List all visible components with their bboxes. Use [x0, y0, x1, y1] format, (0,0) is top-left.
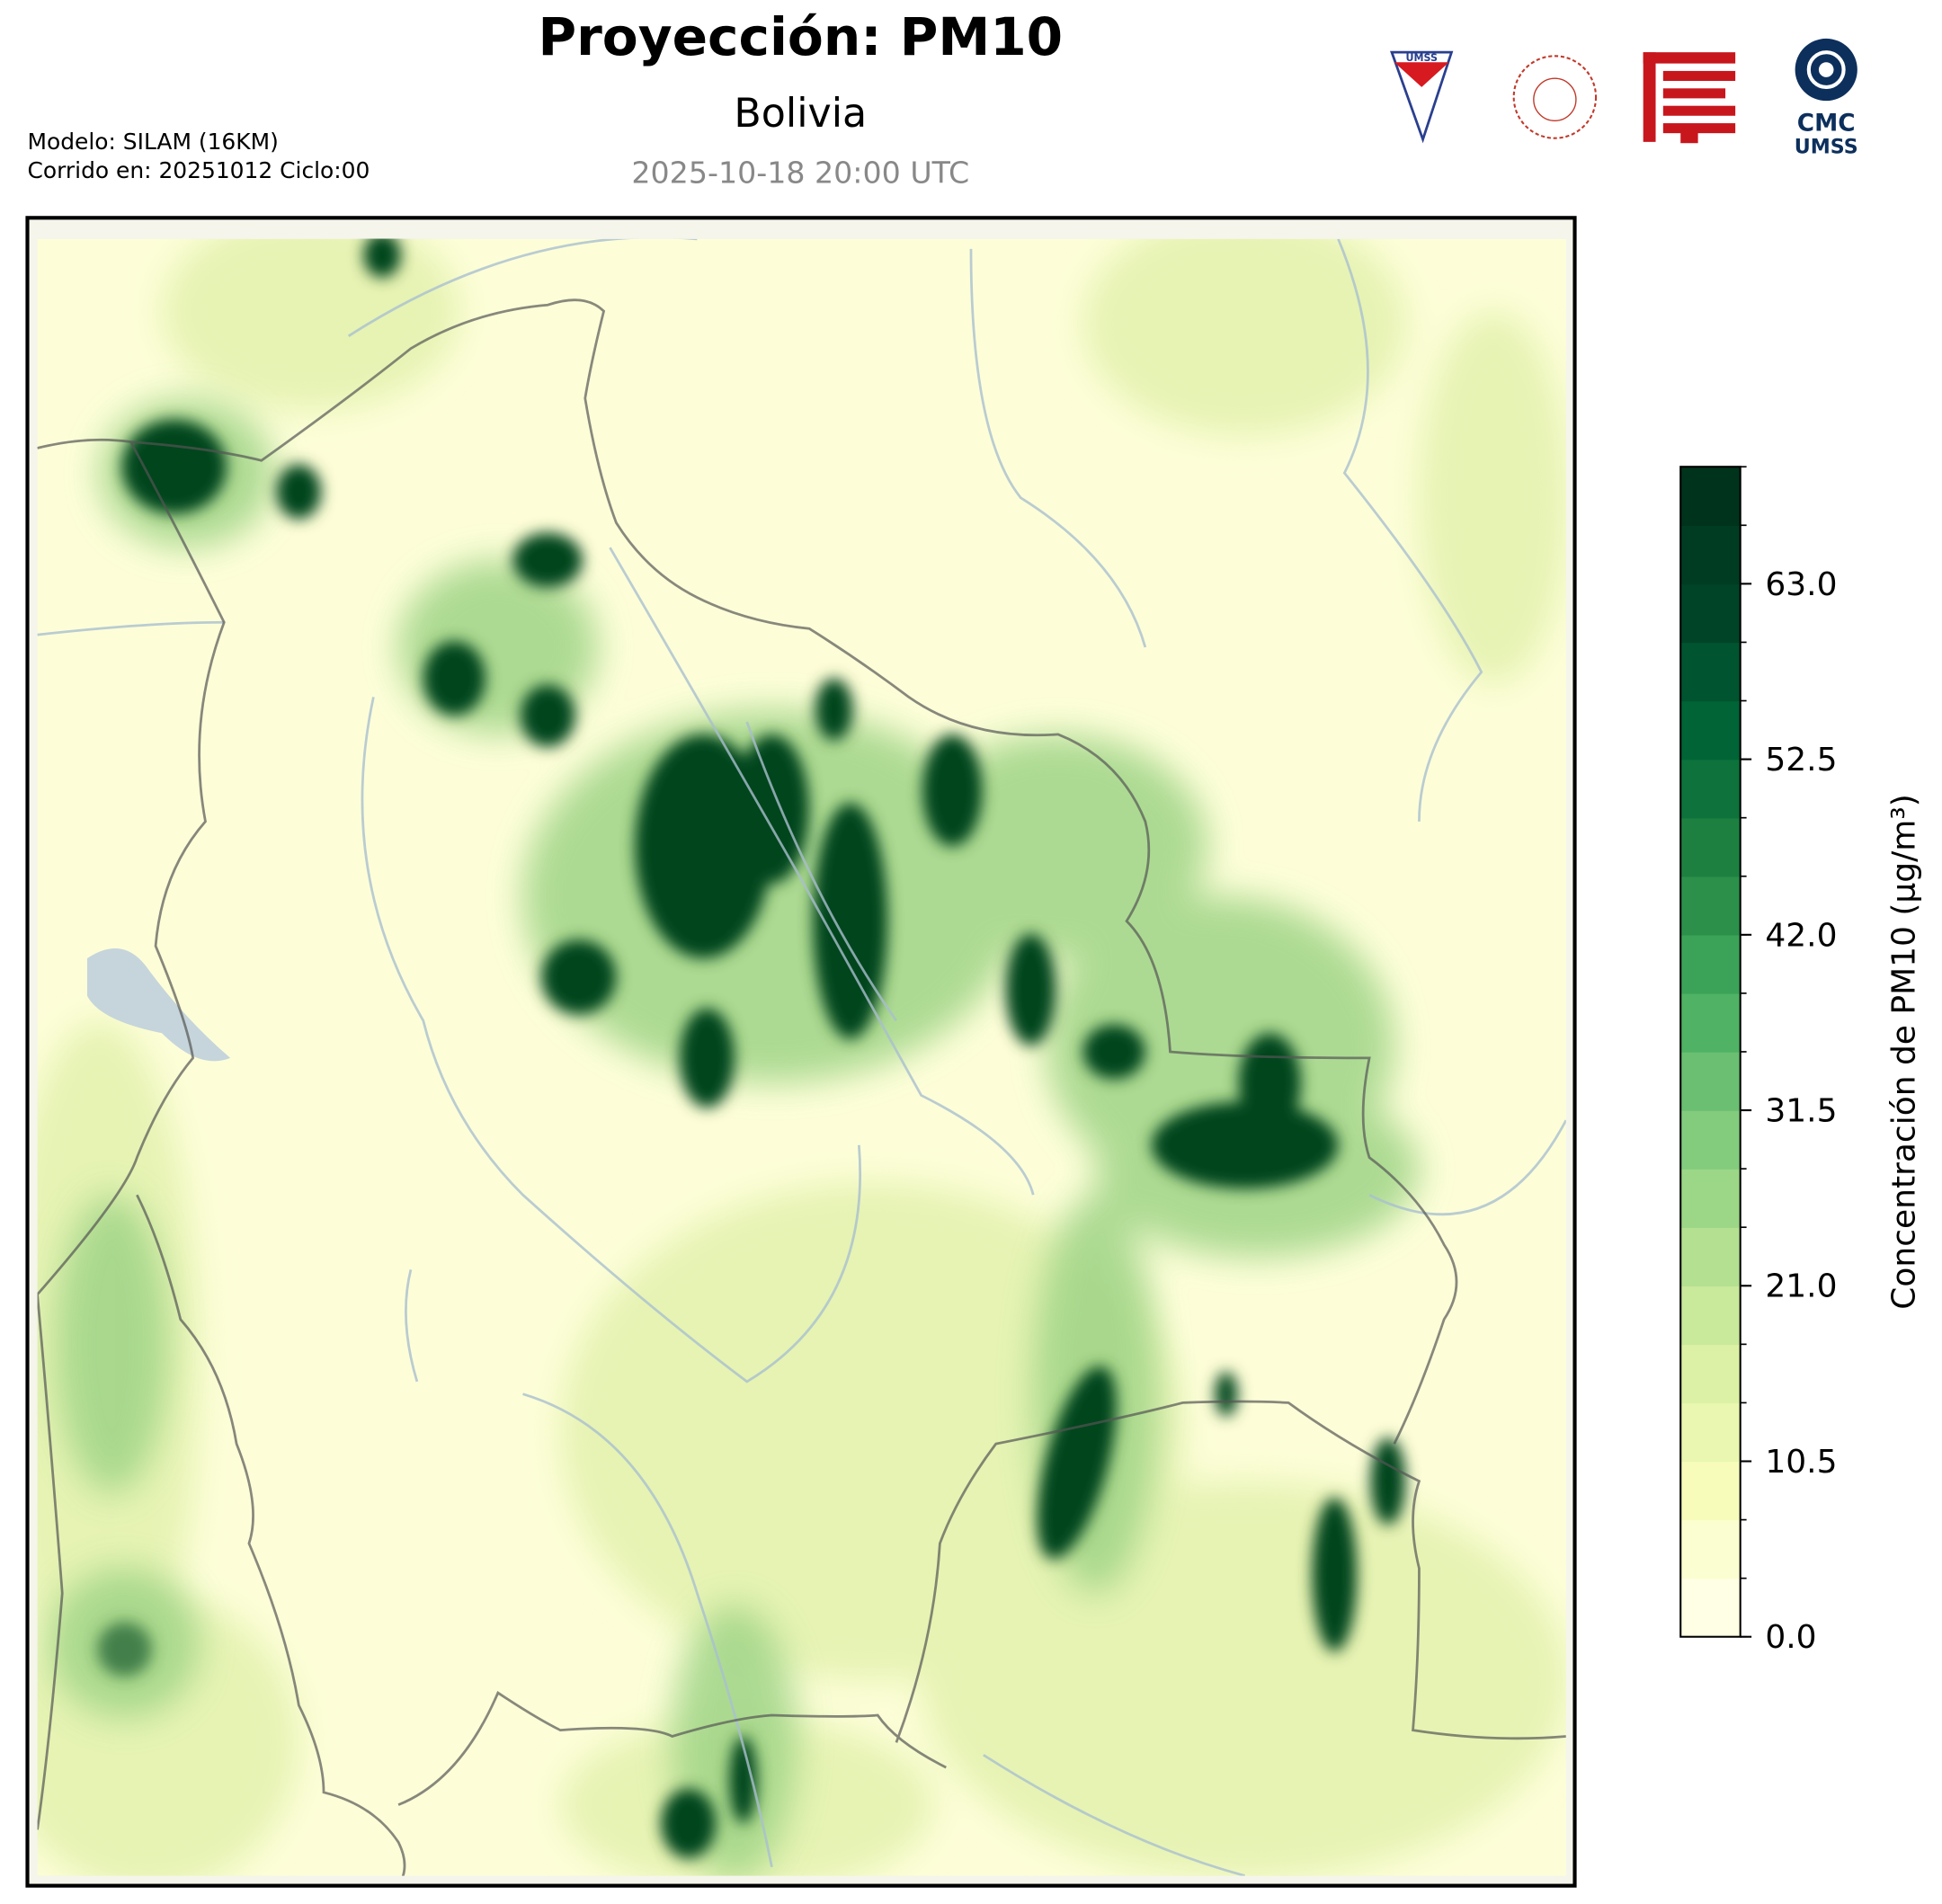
colorbar-band: [1680, 759, 1741, 819]
physics-logo-inner: [1533, 77, 1577, 121]
colorbar-band: [1680, 1169, 1741, 1228]
high-concentration: [97, 238, 1406, 1859]
umss-shield-red: [1394, 62, 1449, 87]
colorbar-band: [1680, 876, 1741, 936]
colorbar-band: [1680, 1519, 1741, 1579]
colorbar-tick-label: 21.0: [1765, 1268, 1837, 1305]
colorbar-tick-label: 31.5: [1765, 1093, 1837, 1130]
light-patches: [37, 238, 1566, 1876]
fcyt-logo: [1643, 52, 1736, 144]
colorbar-tick-label: 63.0: [1765, 566, 1837, 603]
colorbar-label: Concentración de PM10 (µg/m³): [1886, 794, 1923, 1309]
colorbar-band: [1680, 934, 1741, 994]
colorbar-band: [1680, 525, 1741, 585]
pm10-field: [37, 238, 1566, 1876]
logos: UMSS CMC UMSS: [1390, 38, 1858, 158]
colorbar-tick-label: 52.5: [1765, 742, 1837, 779]
umss-text: UMSS: [1795, 135, 1858, 158]
cmc-logo-dot: [1818, 62, 1834, 77]
cmc-text: CMC: [1797, 110, 1856, 137]
lake-titicaca: [86, 948, 231, 1062]
colorbar-band: [1680, 467, 1741, 526]
colorbar: 0.0 10.5 21.0 31.5 42.0 52.5 63.0 Concentración…: [1679, 466, 1923, 1656]
map-frame: [25, 216, 1577, 1888]
colorbar-band: [1680, 700, 1741, 761]
colorbar-band: [1680, 817, 1741, 877]
timestamp: 2025-10-18 20:00 UTC: [631, 156, 969, 191]
run-info: Corrido en: 20251012 Ciclo:00: [27, 157, 370, 183]
colorbar-tick-label: 10.5: [1765, 1444, 1837, 1481]
umss-shield: [1390, 50, 1454, 144]
colorbar-tick-label: 0.0: [1765, 1619, 1816, 1656]
umss-shield-text: UMSS: [1406, 52, 1438, 64]
rivers: [37, 238, 1566, 1876]
colorbar-band: [1680, 642, 1741, 702]
physics-logo: [1512, 55, 1598, 139]
map: [25, 216, 1577, 1888]
colorbar-band: [1680, 1227, 1741, 1286]
borders: [37, 298, 1566, 1876]
colorbar-band: [1680, 1461, 1741, 1521]
subtitle: Bolivia: [734, 91, 867, 137]
colorbar-band: [1680, 1051, 1741, 1111]
colorbar-tick-label: 42.0: [1765, 917, 1837, 954]
model-info: Modelo: SILAM (16KM): [27, 129, 278, 155]
colorbar-band: [1680, 583, 1741, 644]
title: Proyección: PM10: [538, 6, 1063, 67]
colorbar-band: [1680, 992, 1741, 1053]
cmc-logo-ring: [1806, 50, 1846, 89]
colorbar-band: [1680, 1286, 1741, 1346]
colorbar-band: [1680, 1578, 1741, 1638]
colorbar-band: [1680, 1344, 1741, 1404]
colorbar-band: [1680, 1402, 1741, 1463]
colorbar-band: [1680, 1110, 1741, 1170]
